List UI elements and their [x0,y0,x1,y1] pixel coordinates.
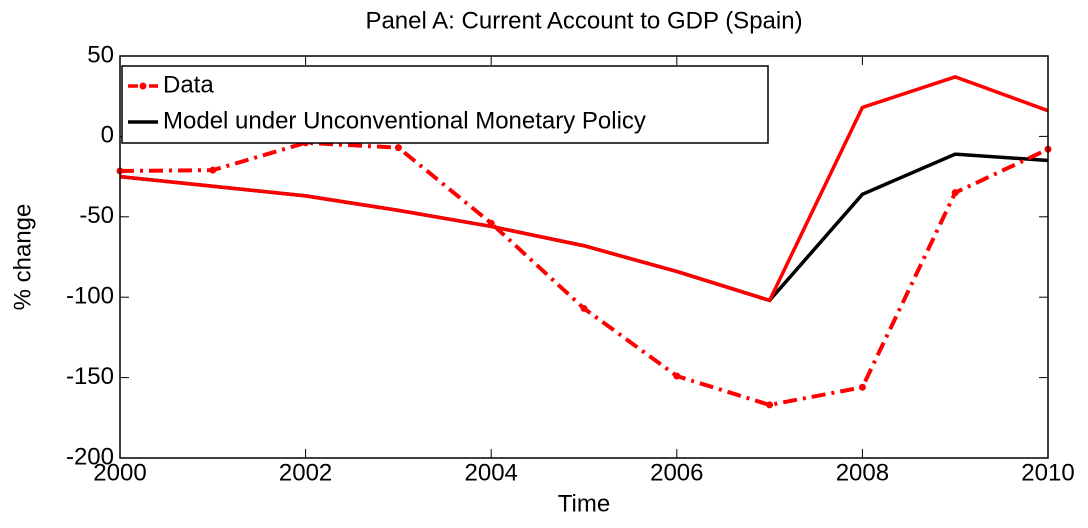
x-axis-label: Time [558,490,610,517]
data-point [394,144,402,152]
x-tick-label: 2006 [650,459,703,486]
x-tick-label: 2010 [1021,459,1074,486]
data-point [673,372,681,380]
y-tick-label: -50 [79,202,114,229]
legend-label: Model under Unconventional Monetary Poli… [163,107,646,134]
plot-frame [119,55,1049,459]
data-point [766,401,774,409]
x-tick-label: 2000 [93,459,146,486]
legend: Data Model under Unconventional Monetary … [121,65,769,144]
x-tick-label: 2004 [465,459,518,486]
y-tick-label: 0 [101,122,114,149]
legend-marker [139,82,147,90]
series-line [119,152,1049,303]
y-axis-label: % change [9,204,36,311]
series-line [119,75,1049,303]
x-tick-label: 2002 [279,459,332,486]
chart-title: Panel A: Current Account to GDP (Spain) [365,7,802,34]
data-point [487,219,495,227]
y-tick-label: -200 [66,443,114,470]
legend-label: Data [163,71,214,98]
y-tick-label: -100 [66,283,114,310]
data-point [858,383,866,391]
x-tick-label: 2008 [836,459,889,486]
series-line [119,140,1049,407]
legend-box [121,65,769,144]
y-tick-label: 50 [87,41,114,68]
data-point [580,304,588,312]
data-point [209,166,217,174]
y-tick-label: -150 [66,363,114,390]
data-point [951,189,959,197]
